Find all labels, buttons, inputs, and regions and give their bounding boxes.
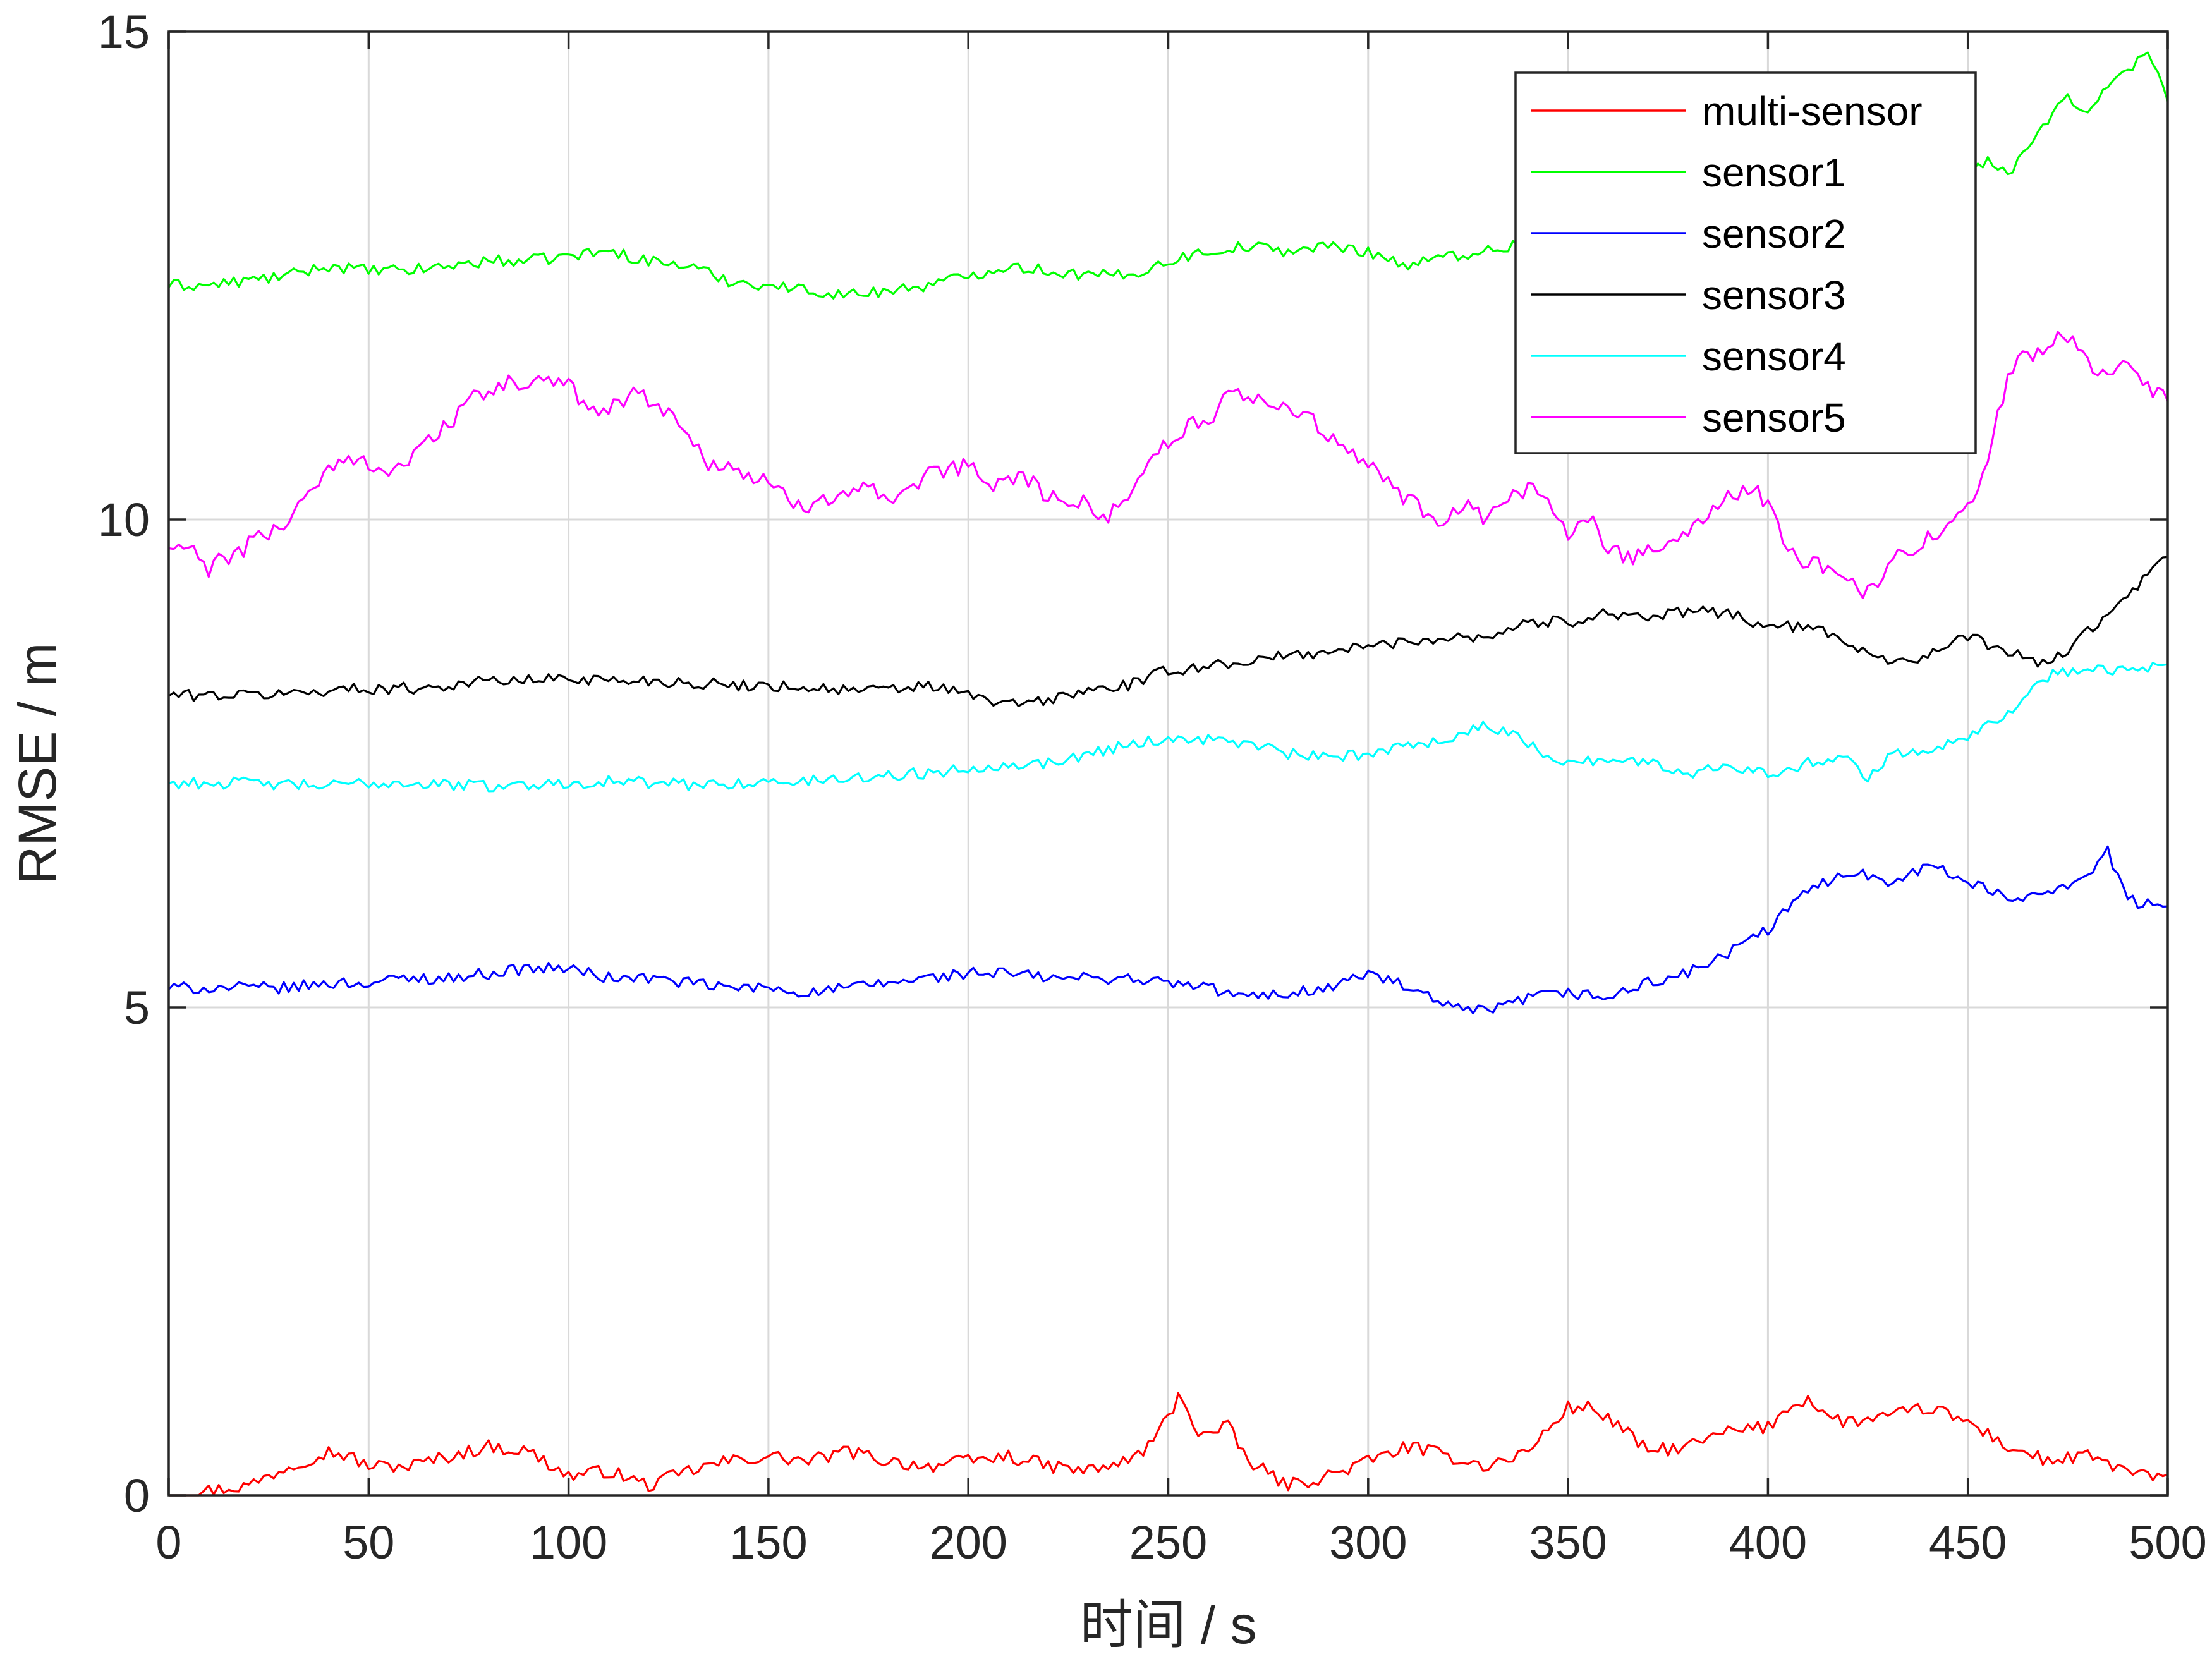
x-tick-label: 150 [729,1516,807,1569]
axis-ticks: 0 50 100 150 200 250 300 350 400 450 500 0 5 10 15 [98,6,2207,1569]
x-tick-label: 400 [1729,1516,1807,1569]
x-tick-label: 100 [530,1516,607,1569]
legend-entry-label: sensor4 [1702,334,1846,379]
series-line-multi-sensor [169,1392,2168,1497]
x-tick-label: 0 [155,1516,181,1569]
y-tick-label: 5 [124,981,150,1034]
legend-entry-label: sensor5 [1702,395,1846,441]
legend-box [1514,71,1977,454]
series-line-sensor2 [167,845,2168,1015]
x-axis-label: 时间 / s [1079,1595,1256,1655]
legend-entry-label: sensor2 [1702,211,1846,257]
x-tick-label: 300 [1329,1516,1407,1569]
x-tick-label: 200 [929,1516,1007,1569]
x-tick-label: 50 [343,1516,394,1569]
y-tick-label: 15 [98,6,150,58]
series-line-sensor5 [168,331,2169,600]
y-axis-label: RMSE / m [8,643,67,885]
y-tick-label: 0 [124,1469,150,1522]
x-tick-label: 450 [1929,1516,2007,1569]
y-tick-label: 10 [98,494,150,546]
legend-entry-label: multi-sensor [1702,88,1923,134]
legend: multi-sensor sensor1 sensor2 sensor3 sensor4… [1514,71,1977,454]
legend-entry-label: sensor3 [1702,272,1846,318]
series-line-sensor4 [168,662,2168,793]
legend-entry-label: sensor1 [1702,150,1846,195]
series-line-sensor3 [168,556,2168,707]
x-tick-label: 500 [2129,1516,2206,1569]
x-tick-label: 250 [1129,1516,1207,1569]
x-tick-label: 350 [1529,1516,1607,1569]
